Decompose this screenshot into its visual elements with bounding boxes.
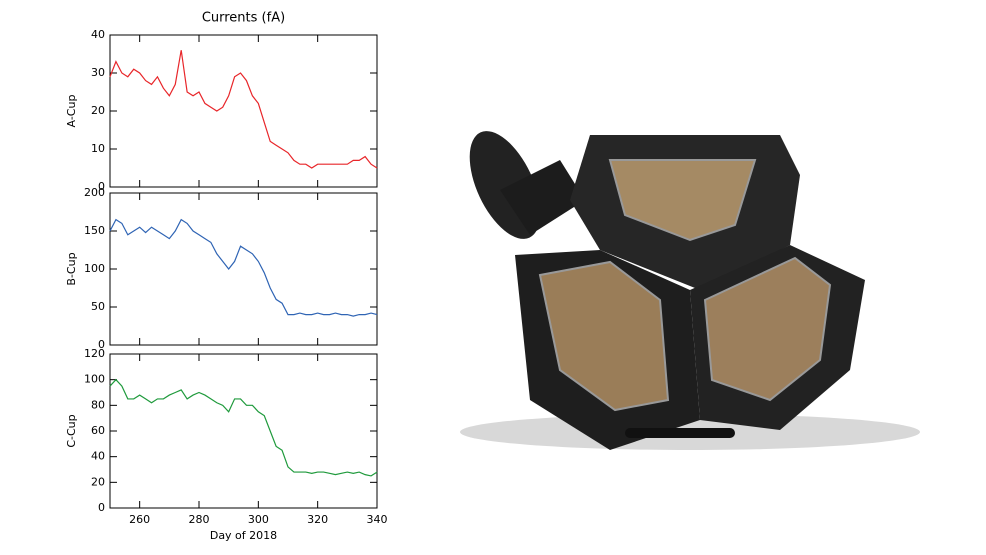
x-tick-label: 280 <box>189 513 210 526</box>
y-tick-label: 80 <box>91 398 105 411</box>
y-tick-label: 60 <box>91 424 105 437</box>
y-tick-label: 40 <box>91 28 105 41</box>
y-tick-label: 120 <box>84 347 105 360</box>
data-line <box>109 378 378 477</box>
panel-frame <box>109 192 378 346</box>
y-tick-label: 100 <box>84 262 105 275</box>
chart-title: Currents (fA) <box>202 11 285 26</box>
data-line <box>109 50 378 169</box>
y-tick-label: 20 <box>91 104 105 117</box>
data-line <box>109 218 378 317</box>
y-tick-label: 200 <box>84 186 105 199</box>
y-tick-label: 30 <box>91 66 105 79</box>
y-tick-label: 0 <box>98 501 105 514</box>
x-axis-label: Day of 2018 <box>210 529 277 542</box>
y-tick-label: 20 <box>91 475 105 488</box>
x-tick-label: 340 <box>367 513 388 526</box>
y-tick-label: 150 <box>84 224 105 237</box>
y-tick-label: 10 <box>91 142 105 155</box>
x-tick-label: 260 <box>129 513 150 526</box>
y-tick-label: 0 <box>98 338 105 351</box>
x-tick-label: 320 <box>307 513 328 526</box>
x-tick-label: 300 <box>248 513 269 526</box>
y-tick-label: 40 <box>91 450 105 463</box>
y-axis-label: B-Cup <box>65 252 78 285</box>
panel-frame <box>109 353 378 509</box>
instrument-photo <box>460 131 920 450</box>
y-axis-label: C-Cup <box>65 414 78 447</box>
y-tick-label: 100 <box>84 373 105 386</box>
y-axis-label: A-Cup <box>65 95 78 128</box>
y-tick-label: 0 <box>98 180 105 193</box>
y-tick-label: 50 <box>91 300 105 313</box>
